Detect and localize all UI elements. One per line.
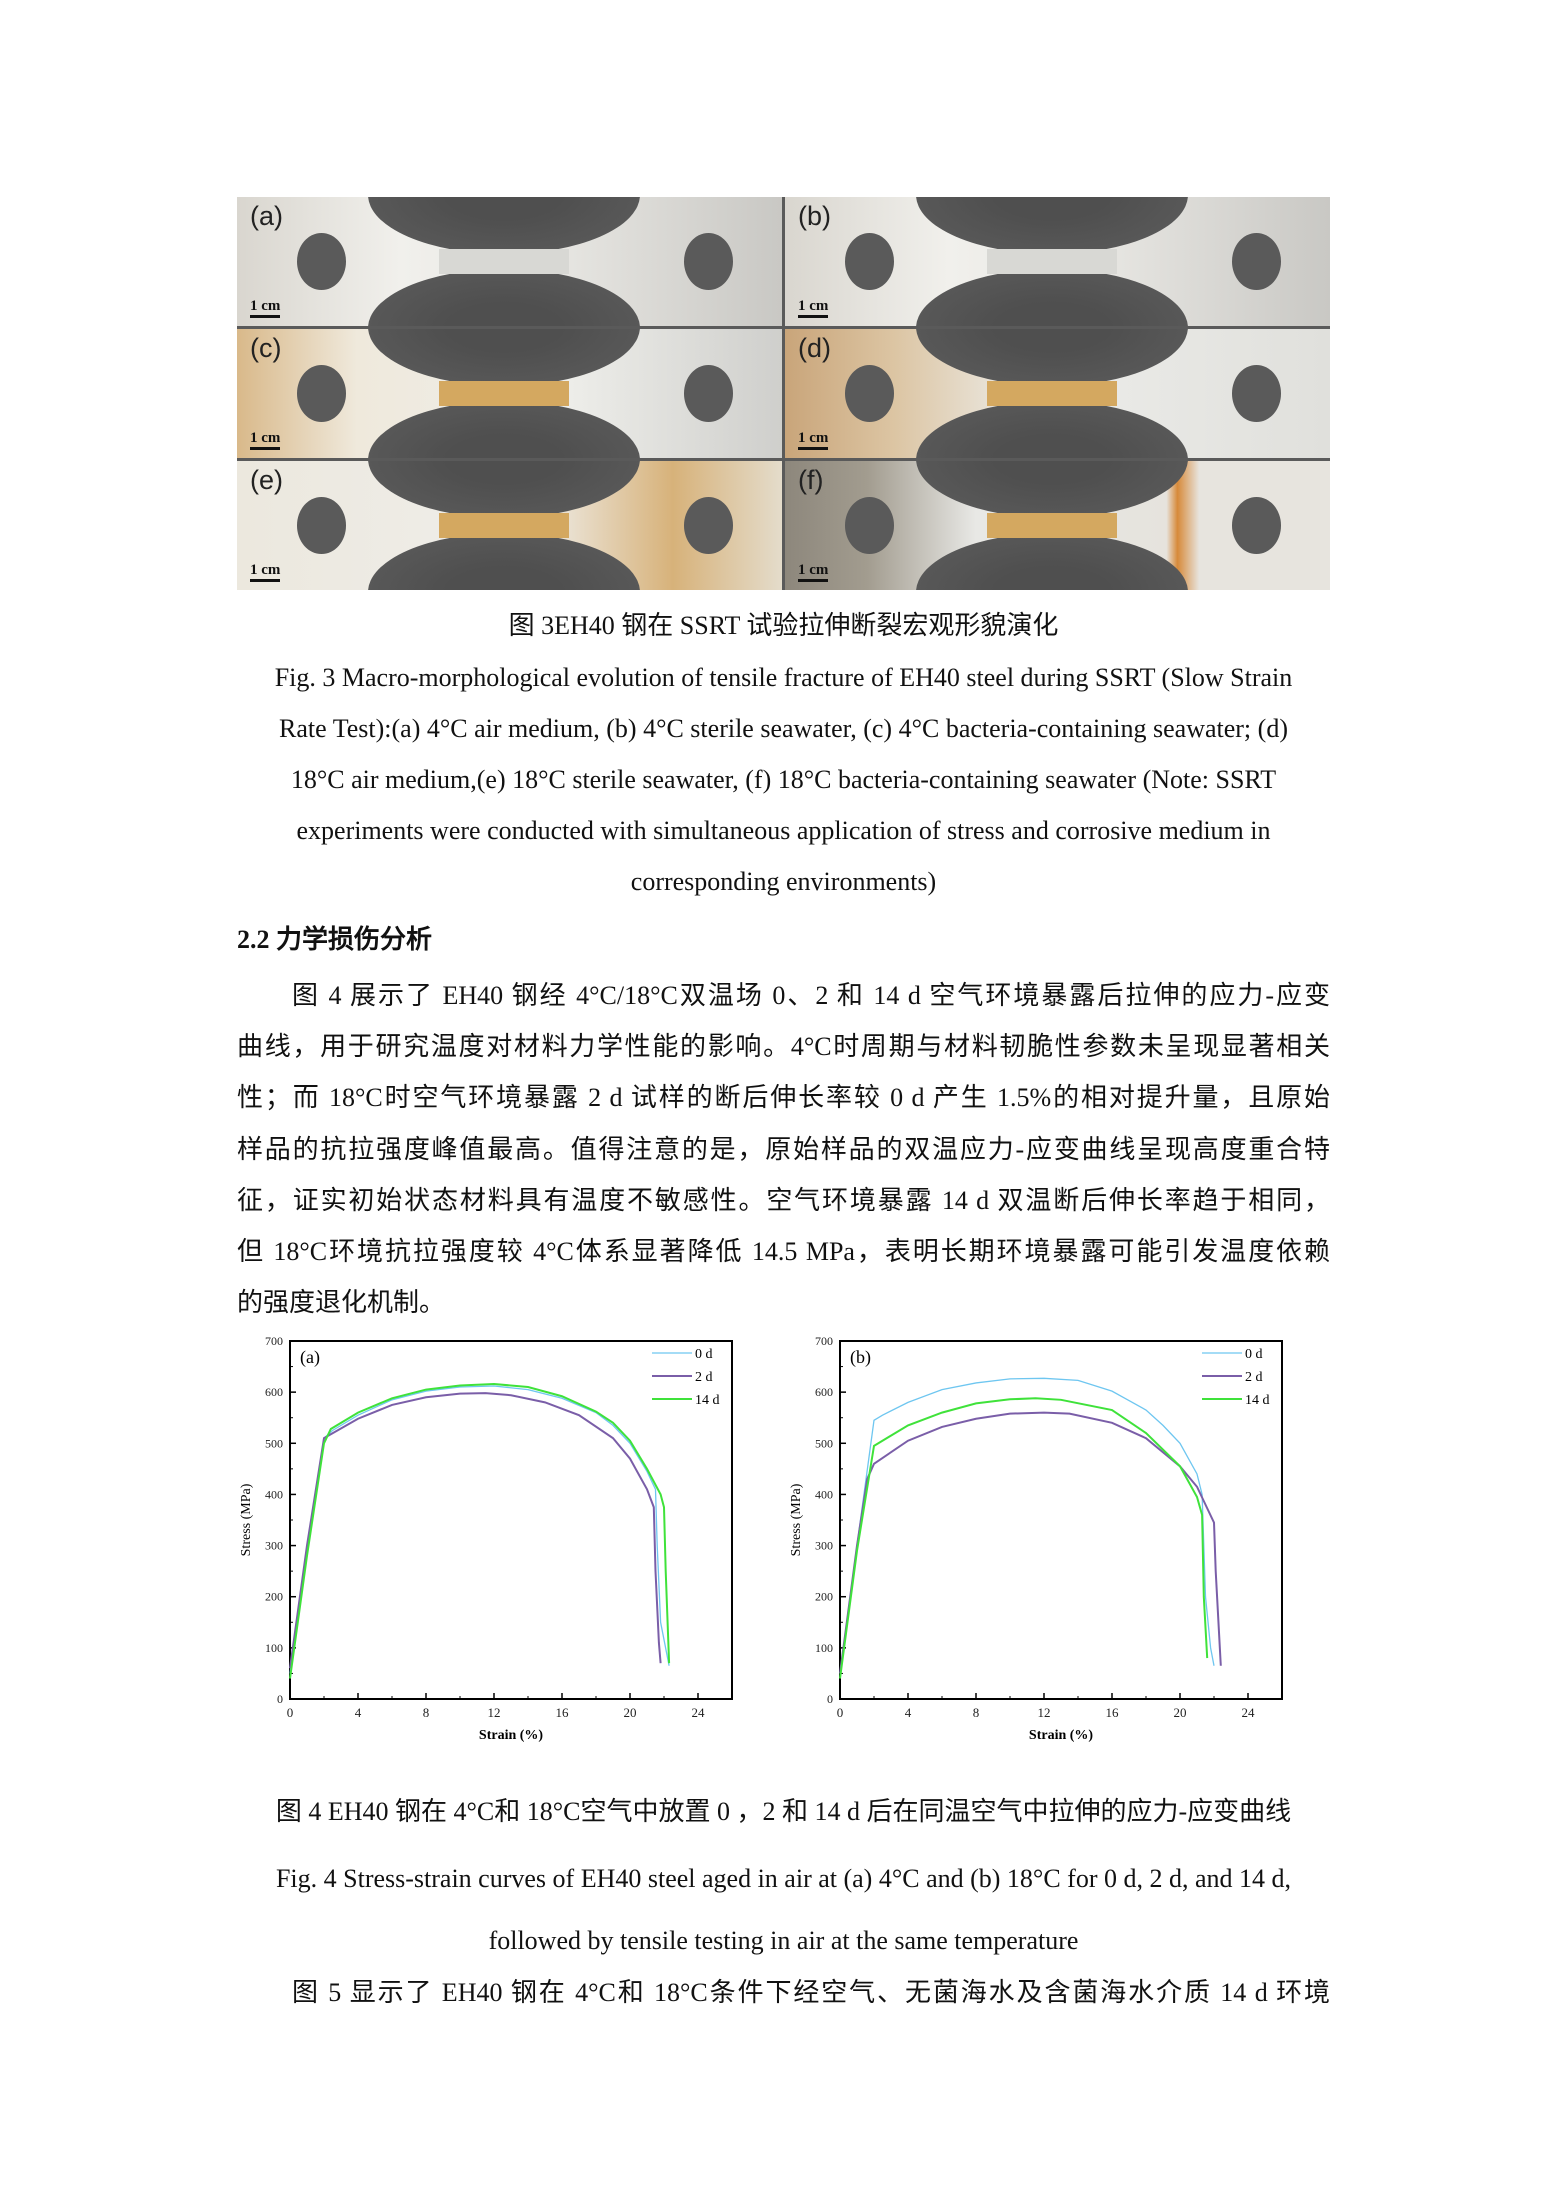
series-line-14d [839,1397,1209,1679]
panel-label: (c) [250,333,282,363]
figure-3-caption-cn: 图 3EH40 钢在 SSRT 试验拉伸断裂宏观形貌演化 [508,611,1059,640]
y-tick-label: 700 [815,1334,833,1348]
scale-bar: 1 cm [250,562,281,582]
x-tick-label: 0 [837,1705,844,1720]
legend-label: 2 d [1245,1370,1263,1385]
series-line-2d [289,1392,662,1669]
legend-label: 2 d [695,1370,713,1385]
legend-label: 14 d [695,1393,720,1408]
caption-line: Rate Test):(a) 4°C air medium, (b) 4°C s… [279,714,1288,743]
series-line-0d [289,1385,670,1674]
x-tick-label: 16 [556,1705,570,1720]
x-tick-label: 16 [1106,1705,1120,1720]
y-tick-label: 200 [815,1590,833,1604]
plot-frame [839,1340,1283,1700]
x-tick-label: 8 [973,1705,980,1720]
caption-line: corresponding environments) [630,867,937,896]
y-tick-label: 300 [815,1539,833,1553]
x-tick-label: 8 [423,1705,430,1720]
y-tick-label: 600 [265,1385,283,1399]
y-tick-label: 500 [815,1436,833,1450]
panel-label: (a) [300,1347,320,1368]
series-line-2d [839,1411,1222,1674]
caption-line: Fig. 4 Stress-strain curves of EH40 stee… [275,1864,1292,1893]
y-tick-label: 700 [265,1334,283,1348]
photo-panel-a: (a) 1 cm [237,197,782,326]
y-tick-label: 300 [265,1539,283,1553]
panel-label: (d) [798,333,831,363]
text-line: 曲线，用于研究温度对材料力学性能的影响。4°C时周期与材料韧脆性参数未呈现显著相… [237,1032,1330,1062]
caption-line: followed by tensile testing in air at th… [488,1926,1079,1955]
figure-4-caption-en: Fig. 4 Stress-strain curves of EH40 stee… [237,1848,1330,1972]
series-line-0d [839,1377,1215,1674]
y-tick-label: 400 [815,1487,833,1501]
x-tick-label: 12 [488,1705,501,1720]
x-axis-label: Strain (%) [1029,1728,1094,1743]
caption-line: Fig. 3 Macro-morphological evolution of … [274,663,1293,692]
section-heading: 2.2 力学损伤分析 [237,925,433,954]
stress-strain-chart-b: 0 4 8 12 16 20 24 0 100 200 300 400 500 600 700 Strain … [789,1334,1283,1743]
panel-label: (b) [798,201,831,231]
text-line: 的强度退化机制。 [237,1288,446,1318]
y-tick-label: 0 [827,1692,833,1706]
x-tick-label: 24 [1242,1705,1256,1720]
x-tick-label: 12 [1038,1705,1051,1720]
photo-panel-e: (e) 1 cm [237,461,782,590]
panel-label: (b) [850,1347,871,1368]
y-tick-label: 100 [815,1641,833,1655]
text-line: 图 5 显示了 EH40 钢在 4°C和 18°C条件下经空气、无菌海水及含菌海… [292,1978,1330,2007]
scale-bar: 1 cm [798,430,829,450]
figure-3-photo-grid: (a) 1 cm (b) 1 cm (c) 1 cm (d) 1 cm (e) 1 cm … [237,197,1330,590]
x-tick-label: 20 [1174,1705,1187,1720]
text-line: 图 4 展示了 EH40 钢经 4°C/18°C双温场 0、2 和 14 d 空… [292,981,1330,1010]
figure-4-caption-cn: 图 4 EH40 钢在 4°C和 18°C空气中放置 0 ，2 和 14 d 后… [275,1797,1292,1826]
x-tick-label: 20 [624,1705,637,1720]
legend-label: 0 d [695,1347,713,1362]
y-tick-label: 0 [277,1692,283,1706]
text-line: 样品的抗拉强度峰值最高。值得注意的是，原始样品的双温应力-应变曲线呈现高度重合特 [237,1134,1330,1164]
y-tick-label: 400 [265,1487,283,1501]
scale-bar: 1 cm [250,430,281,450]
scale-bar: 1 cm [798,562,829,582]
x-tick-label: 4 [355,1705,362,1720]
x-axis-label: Strain (%) [479,1728,544,1743]
y-axis-label: Stress (MPa) [239,1483,254,1556]
legend-label: 14 d [1245,1393,1270,1408]
panel-label: (a) [250,201,283,231]
text-line: 征，证实初始状态材料具有温度不敏感性。空气环境暴露 14 d 双温断后伸长率趋于… [237,1185,1330,1215]
scale-bar: 1 cm [798,298,829,318]
y-tick-label: 100 [265,1641,283,1655]
y-tick-label: 200 [265,1590,283,1604]
x-tick-label: 24 [692,1705,706,1720]
text-line: 性；而 18°C时空气环境暴露 2 d 试样的断后伸长率较 0 d 产生 1.5… [237,1083,1330,1113]
legend-label: 0 d [1245,1347,1263,1362]
photo-panel-f: (f) 1 cm [785,461,1330,590]
body-paragraph-1: 图 4 展示了 EH40 钢经 4°C/18°C双温场 0、2 和 14 d 空… [237,970,1330,1328]
series-line-14d [289,1382,671,1679]
scale-bar: 1 cm [250,298,281,318]
caption-line: 18°C air medium,(e) 18°C sterile seawate… [290,765,1277,794]
x-tick-label: 4 [905,1705,912,1720]
stress-strain-chart-a: 0 4 8 12 16 20 24 0 100 200 300 400 500 600 700 Strain … [239,1334,733,1743]
photo-panel-d: (d) 1 cm [785,329,1330,458]
figure-3-caption-en: Fig. 3 Macro-morphological evolution of … [237,652,1330,907]
x-tick-label: 0 [287,1705,294,1720]
photo-panel-b: (b) 1 cm [785,197,1330,326]
y-tick-label: 500 [265,1436,283,1450]
photo-panel-c: (c) 1 cm [237,329,782,458]
body-paragraph-2: 图 5 显示了 EH40 钢在 4°C和 18°C条件下经空气、无菌海水及含菌海… [237,1967,1330,2018]
y-tick-label: 600 [815,1385,833,1399]
caption-line: experiments were conducted with simultan… [296,816,1271,845]
text-line: 但 18°C环境抗拉强度较 4°C体系显著降低 14.5 MPa，表明长期环境暴… [237,1237,1330,1267]
y-axis-label: Stress (MPa) [789,1483,804,1556]
panel-label: (e) [250,465,283,495]
panel-label: (f) [798,465,824,495]
